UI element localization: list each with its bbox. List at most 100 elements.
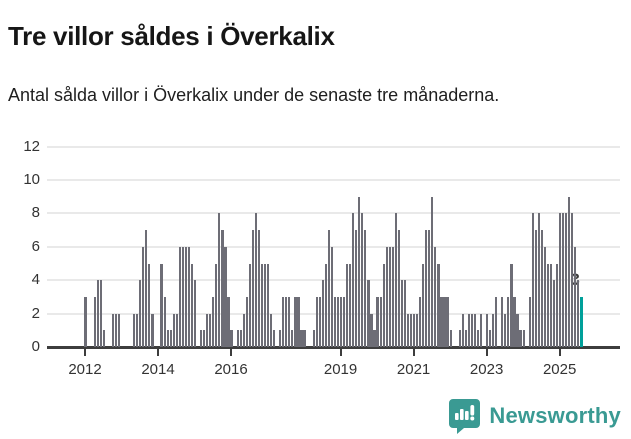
bar-month: [568, 196, 571, 347]
bar-month: [209, 313, 212, 347]
x-axis-label-2021: 2021: [396, 361, 431, 378]
bar-month: [355, 230, 358, 347]
bar-month: [254, 213, 257, 347]
bar-month: [495, 296, 498, 347]
bar-month: [151, 313, 154, 347]
bar-month: [361, 213, 364, 347]
bar-month: [562, 213, 565, 347]
bar-month: [181, 246, 184, 347]
bar-month: [330, 246, 334, 347]
bar-month: [163, 296, 166, 347]
bar-month: [552, 280, 556, 347]
bar-month: [467, 313, 470, 347]
bar-month: [461, 313, 464, 347]
x-axis-tick-2021: [412, 348, 415, 356]
bar-month: [555, 263, 559, 347]
bar-month: [142, 246, 145, 347]
bar-month: [239, 330, 242, 347]
bar-month: [242, 313, 245, 347]
bar-month: [178, 246, 181, 347]
bar-month: [543, 246, 546, 347]
bar-month: [476, 330, 480, 347]
bar-month: [318, 296, 321, 347]
bar-month: [519, 330, 522, 347]
bar-month: [443, 296, 446, 347]
bar-month: [428, 230, 431, 347]
bar-month: [236, 330, 239, 347]
bar-month: [516, 313, 519, 347]
bar-month: [537, 213, 540, 347]
bar-month: [96, 280, 99, 347]
gridline-y6: [47, 245, 620, 248]
bar-month: [343, 296, 346, 347]
gridline-y8: [47, 212, 620, 215]
bar-month: [324, 263, 327, 347]
bar-month: [522, 330, 525, 347]
x-axis-label-2023: 2023: [469, 361, 504, 378]
bar-month: [245, 296, 248, 347]
bar-month: [531, 213, 534, 347]
x-axis-tick-2019: [339, 348, 342, 356]
y-axis-label-8: 8: [31, 204, 40, 222]
brand-footer[interactable]: Newsworthy: [448, 398, 621, 434]
bar-month: [160, 263, 163, 347]
x-axis-label-2012: 2012: [68, 361, 102, 378]
bar-month: [379, 296, 382, 347]
bar-month: [565, 213, 568, 347]
bar-month: [193, 280, 197, 347]
bar-month: [546, 263, 550, 347]
bar-month: [528, 296, 531, 347]
bar-month: [388, 246, 391, 347]
bar-month: [145, 230, 148, 347]
y-axis-label-6: 6: [31, 237, 40, 255]
bar-month: [260, 263, 264, 347]
bar-month: [227, 296, 230, 347]
bar-month: [117, 313, 121, 347]
bar-month: [203, 330, 206, 347]
bar-month: [534, 230, 537, 347]
y-axis-label-10: 10: [23, 171, 40, 188]
bar-month: [425, 230, 428, 347]
x-axis-tick-2025: [558, 348, 561, 356]
bar-month: [507, 296, 510, 347]
x-axis-label-2014: 2014: [141, 361, 175, 378]
y-axis-label-12: 12: [23, 137, 40, 155]
bar-month: [440, 296, 443, 347]
bar-month: [288, 296, 291, 347]
bar-month: [479, 313, 483, 347]
bar-month: [111, 313, 114, 347]
x-axis-tick-2023: [485, 348, 488, 356]
bar-month: [431, 196, 434, 347]
bar-month: [257, 230, 260, 347]
bar-month: [403, 280, 407, 347]
bar-month: [574, 246, 577, 347]
bar-month: [327, 230, 330, 347]
x-axis-label-2025: 2025: [542, 361, 577, 378]
bar-month: [385, 246, 388, 347]
bar-month: [470, 313, 473, 347]
bar-month: [464, 330, 467, 347]
bar-month: [406, 313, 410, 347]
bar-month: [294, 296, 297, 347]
bar-month: [571, 213, 574, 347]
bar-month: [312, 330, 315, 347]
highlighted-bar-latest: [580, 296, 583, 347]
bar-month: [422, 263, 425, 347]
bar-month: [212, 296, 215, 347]
bar-month: [473, 313, 477, 347]
bar-month: [336, 296, 340, 347]
bar-month: [315, 296, 318, 347]
bar-month: [291, 330, 294, 347]
x-axis-tick-2012: [84, 348, 86, 356]
bar-month: [400, 280, 403, 347]
bar-month: [492, 313, 495, 347]
bar-month: [358, 196, 361, 347]
gridline-y2: [47, 312, 620, 315]
bar-month: [190, 263, 194, 347]
bar-month: [577, 280, 580, 347]
x-axis-label-2016: 2016: [214, 361, 248, 378]
bar-month: [93, 296, 96, 347]
bar-month: [376, 296, 379, 347]
bar-month: [333, 296, 337, 347]
